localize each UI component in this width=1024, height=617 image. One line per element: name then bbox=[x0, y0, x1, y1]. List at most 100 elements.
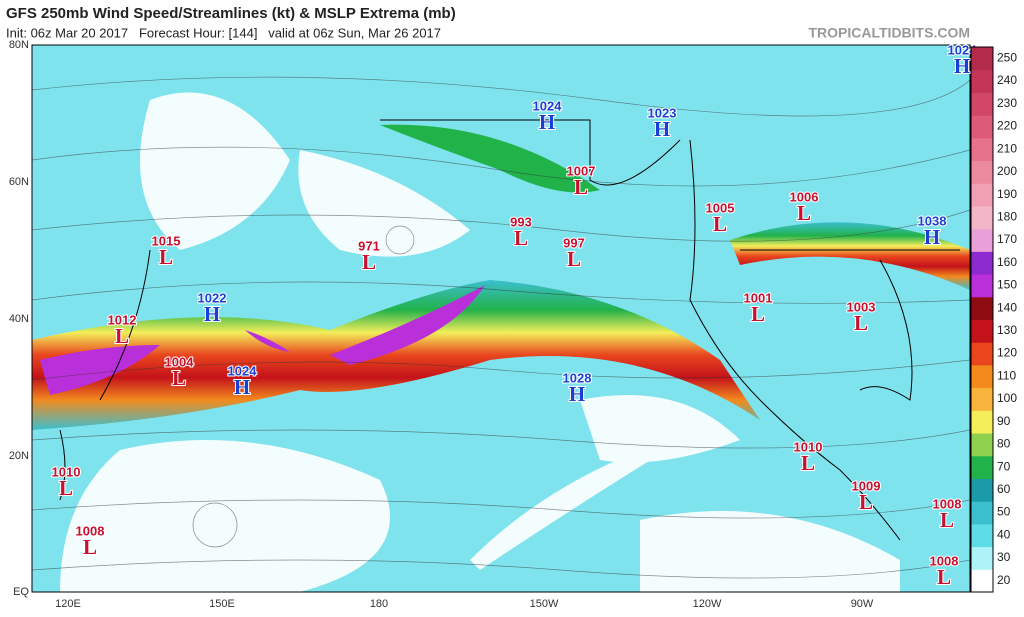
system-letter: H bbox=[204, 302, 220, 326]
colorbar-swatch bbox=[971, 546, 993, 570]
colorbar-label: 30 bbox=[997, 550, 1011, 564]
colorbar-label: 150 bbox=[997, 278, 1017, 292]
colorbar-swatch bbox=[971, 569, 993, 593]
colorbar-frame bbox=[970, 46, 994, 593]
system-pressure: 1023 bbox=[648, 105, 677, 120]
lon-label: 150W bbox=[530, 598, 559, 610]
system-pressure: 1015 bbox=[152, 233, 181, 248]
system-letter: L bbox=[83, 535, 97, 559]
jet-branch bbox=[730, 222, 970, 290]
system-letter: L bbox=[854, 311, 868, 335]
system-pressure: 1006 bbox=[790, 189, 819, 204]
system-pressure: 1008 bbox=[76, 523, 105, 538]
colorbar-swatch bbox=[971, 205, 993, 230]
colorbar-swatch bbox=[971, 478, 993, 502]
lon-label: 150E bbox=[209, 598, 235, 610]
system-letter: L bbox=[859, 490, 873, 514]
system-pressure: 1022 bbox=[198, 290, 227, 305]
system-letter: L bbox=[159, 245, 173, 269]
system-pressure: 1024 bbox=[533, 98, 563, 113]
colorbar-swatch bbox=[971, 251, 993, 275]
colorbar-label: 160 bbox=[997, 255, 1017, 269]
colorbar-label: 20 bbox=[997, 573, 1011, 587]
colorbar-swatch bbox=[971, 296, 993, 320]
system-pressure: 1008 bbox=[933, 496, 962, 511]
colorbar-label: 180 bbox=[997, 209, 1017, 223]
system-pressure: 1005 bbox=[706, 200, 735, 215]
system-pressure: 1038 bbox=[918, 213, 947, 228]
system-pressure: 993 bbox=[510, 214, 532, 229]
system-pressure: 1009 bbox=[852, 478, 881, 493]
calm-area bbox=[298, 150, 470, 257]
jet-core bbox=[245, 330, 290, 352]
colorbar-label: 210 bbox=[997, 141, 1017, 155]
colorbar-swatch bbox=[971, 410, 993, 434]
calm-area bbox=[640, 511, 900, 592]
watermark: TROPICALTIDBITS.COM bbox=[808, 25, 970, 41]
colorbar-label: 50 bbox=[997, 505, 1011, 519]
map bbox=[32, 45, 970, 592]
colorbar-swatch bbox=[971, 228, 993, 252]
system-pressure: 1008 bbox=[930, 553, 959, 568]
system-letter: H bbox=[234, 375, 250, 399]
subtitle: Init: 06z Mar 20 2017 Forecast Hour: [14… bbox=[6, 25, 441, 40]
system-letter: H bbox=[654, 117, 670, 141]
colorbar-swatch bbox=[971, 523, 993, 548]
colorbar-swatch bbox=[971, 455, 993, 479]
system-letter: L bbox=[362, 250, 376, 274]
lon-label: 120E bbox=[55, 598, 81, 610]
system-pressure: 1024 bbox=[948, 42, 978, 57]
system-pressure: 1007 bbox=[567, 163, 596, 178]
system-letter: L bbox=[797, 201, 811, 225]
colorbar-label: 170 bbox=[997, 232, 1017, 246]
colorbar-label: 200 bbox=[997, 164, 1017, 178]
system-letter: L bbox=[514, 226, 528, 250]
calm-area bbox=[580, 395, 740, 463]
colorbar-label: 130 bbox=[997, 323, 1017, 337]
system-pressure: 1004 bbox=[165, 354, 195, 369]
colorbar-swatch bbox=[971, 183, 993, 207]
colorbar-label: 90 bbox=[997, 414, 1011, 428]
colorbar-swatch bbox=[971, 137, 993, 162]
colorbar-label: 190 bbox=[997, 187, 1017, 201]
colorbar-swatch bbox=[971, 501, 993, 525]
streamlines bbox=[32, 76, 970, 579]
system-pressure: 1024 bbox=[228, 363, 258, 378]
colorbar-label: 140 bbox=[997, 300, 1017, 314]
system-letter: H bbox=[924, 225, 940, 249]
colorbar-swatch bbox=[971, 115, 993, 139]
system-letter: H bbox=[569, 382, 585, 406]
colorbar-swatch bbox=[971, 387, 993, 411]
system-letter: L bbox=[940, 508, 954, 532]
jet-core bbox=[330, 285, 485, 365]
colorbar-label: 80 bbox=[997, 437, 1011, 451]
system-letter: H bbox=[954, 54, 970, 78]
colorbar-label: 120 bbox=[997, 346, 1017, 360]
jet-core bbox=[40, 345, 160, 395]
colorbar-swatch bbox=[971, 274, 993, 298]
colorbar-swatch bbox=[971, 69, 993, 93]
lon-label: 120W bbox=[693, 598, 722, 610]
colorbar-label: 220 bbox=[997, 119, 1017, 133]
system-pressure: 997 bbox=[563, 235, 585, 250]
calm-streak bbox=[470, 430, 700, 570]
system-pressure: 1010 bbox=[794, 439, 823, 454]
system-letter: L bbox=[937, 565, 951, 589]
colorbar-label: 40 bbox=[997, 527, 1011, 541]
system-pressure: 1010 bbox=[52, 464, 81, 479]
calm-area bbox=[60, 440, 390, 592]
lat-label: EQ bbox=[13, 586, 29, 598]
jet-stream bbox=[32, 280, 760, 430]
system-letter: H bbox=[539, 110, 555, 134]
colorbar-swatch bbox=[971, 47, 993, 71]
colorbar-label: 100 bbox=[997, 391, 1017, 405]
colorbar-label: 230 bbox=[997, 96, 1017, 110]
coastlines bbox=[59, 119, 960, 541]
lat-label: 20N bbox=[9, 450, 29, 462]
title: GFS 250mb Wind Speed/Streamlines (kt) & … bbox=[6, 5, 456, 22]
lat-label: 60N bbox=[9, 176, 29, 188]
lon-label: 180 bbox=[370, 598, 388, 610]
system-pressure: 971 bbox=[358, 238, 380, 253]
labels: 80N 60N 40N 20N EQ 120E 150E 180 150W 120W 90W 1024… bbox=[9, 39, 1018, 610]
